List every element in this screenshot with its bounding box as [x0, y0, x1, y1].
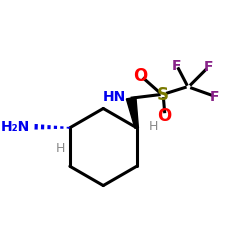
Text: H₂N: H₂N [1, 120, 30, 134]
Text: H: H [149, 120, 158, 133]
Text: F: F [204, 60, 213, 74]
Text: HN: HN [102, 90, 126, 104]
Text: H: H [55, 142, 65, 155]
Text: F: F [172, 59, 181, 73]
Text: F: F [210, 90, 220, 104]
Text: O: O [157, 107, 171, 125]
Polygon shape [126, 97, 138, 128]
Text: O: O [133, 67, 147, 85]
Text: S: S [157, 86, 169, 104]
